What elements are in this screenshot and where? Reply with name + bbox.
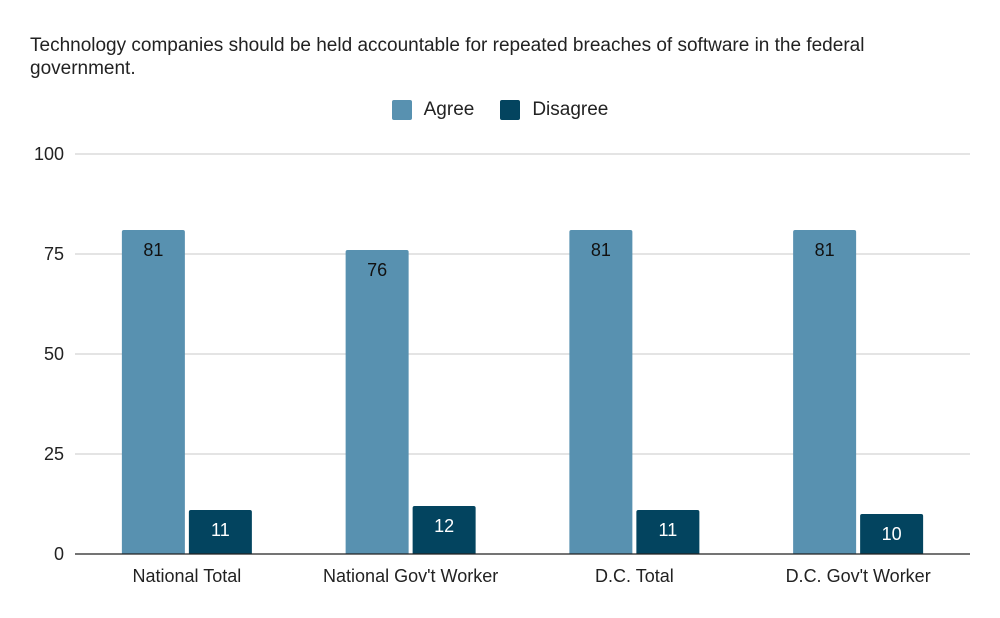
bar-disagree-2 [636, 510, 700, 554]
y-tick-label-100: 100 [34, 144, 64, 164]
bar-disagree-3 [860, 514, 924, 554]
y-tick-label-75: 75 [44, 244, 64, 264]
legend-item-agree: Agree [391, 99, 475, 121]
x-tick-label-3: D.C. Gov't Worker [786, 566, 931, 586]
legend-swatch-disagree [500, 100, 521, 120]
legend: Agree Disagree [0, 97, 1000, 123]
data-label-agree-1: 76 [367, 260, 387, 280]
chart-title: Technology companies should be held acco… [30, 35, 865, 79]
bar-agree-3 [793, 230, 857, 554]
x-tick-label-1: National Gov't Worker [323, 566, 498, 586]
data-label-disagree-1: 12 [434, 516, 454, 536]
data-label-agree-2: 81 [591, 240, 611, 260]
legend-item-disagree: Disagree [500, 99, 608, 121]
bar-agree-0 [121, 230, 185, 554]
data-label-disagree-3: 10 [882, 524, 902, 544]
legend-swatch-agree [391, 100, 412, 120]
y-tick-label-25: 25 [44, 444, 64, 464]
x-tick-label-0: National Total [133, 566, 242, 586]
bar-disagree-1 [412, 506, 476, 554]
y-tick-label-0: 0 [54, 544, 64, 564]
legend-label-disagree: Disagree [532, 99, 609, 120]
y-tick-label-50: 50 [44, 344, 64, 364]
data-label-agree-0: 81 [143, 240, 163, 260]
x-tick-label-2: D.C. Total [595, 566, 674, 586]
data-label-disagree-0: 11 [211, 520, 230, 540]
bar-agree-2 [569, 230, 633, 554]
bar-disagree-0 [188, 510, 252, 554]
bar-agree-1 [345, 250, 409, 554]
data-label-disagree-2: 11 [659, 520, 678, 540]
legend-label-agree: Agree [423, 99, 475, 120]
data-label-agree-3: 81 [815, 240, 835, 260]
